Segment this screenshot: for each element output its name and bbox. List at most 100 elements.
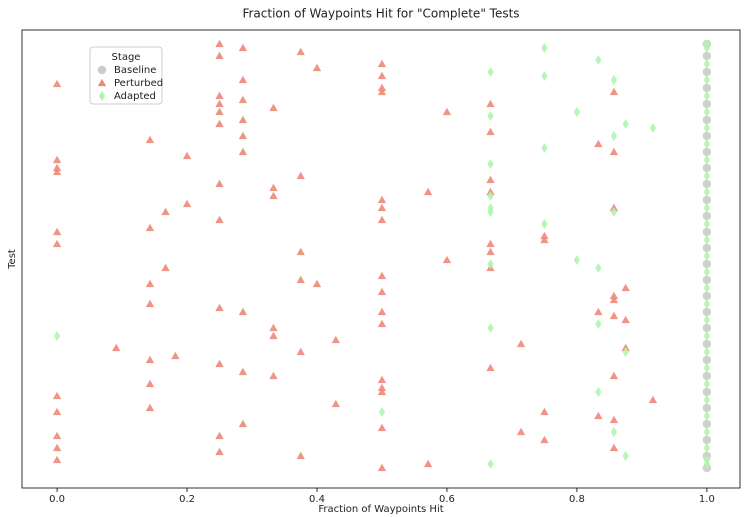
point (215, 303, 224, 312)
point (649, 122, 657, 134)
point (703, 106, 711, 118)
point (486, 99, 495, 108)
point (215, 119, 224, 128)
point (541, 142, 548, 154)
point (702, 323, 712, 333)
point (702, 371, 712, 381)
point (331, 335, 341, 344)
point (377, 83, 387, 92)
legend-box (89, 46, 163, 105)
point (622, 346, 629, 358)
point (145, 379, 155, 388)
point (215, 99, 224, 108)
point (377, 215, 387, 224)
point (702, 355, 712, 365)
point (609, 87, 619, 96)
point (702, 275, 712, 285)
point (145, 299, 155, 308)
point (609, 371, 619, 380)
point (312, 63, 322, 72)
point (703, 378, 711, 390)
point (702, 51, 712, 61)
point (377, 195, 387, 204)
point (703, 234, 711, 246)
point (423, 459, 433, 468)
point (540, 235, 549, 244)
point (238, 307, 248, 316)
point (540, 231, 549, 240)
point (486, 239, 495, 248)
point (423, 187, 433, 196)
point (269, 331, 278, 340)
point (377, 271, 387, 280)
point (377, 71, 387, 80)
point (703, 362, 711, 374)
point (702, 115, 712, 125)
point (377, 463, 387, 472)
point (52, 455, 62, 464)
point (703, 410, 711, 422)
point (296, 247, 305, 256)
point (703, 186, 711, 198)
point (594, 139, 603, 148)
point (215, 39, 224, 48)
point (621, 283, 630, 292)
point (52, 239, 62, 248)
point (145, 135, 155, 144)
point (238, 419, 248, 428)
point (703, 314, 711, 326)
point (703, 122, 711, 134)
point (377, 59, 387, 68)
point (703, 298, 711, 310)
point (215, 107, 224, 116)
point (52, 155, 62, 164)
point (540, 407, 549, 416)
point (703, 218, 711, 230)
point (377, 203, 387, 212)
point (703, 38, 711, 50)
point (215, 51, 224, 60)
point (377, 319, 387, 328)
point (145, 223, 155, 232)
point (171, 351, 180, 360)
point (516, 339, 526, 348)
point (541, 42, 548, 54)
point (487, 66, 494, 78)
point (595, 386, 602, 398)
point (610, 426, 618, 438)
point (112, 343, 121, 352)
legend-marker (97, 65, 107, 75)
point (595, 262, 602, 274)
series-1 (52, 39, 658, 472)
point (52, 443, 62, 452)
point (594, 411, 603, 420)
point (377, 423, 387, 432)
chart-title: Fraction of Waypoints Hit for "Complete"… (242, 7, 519, 21)
point (269, 103, 278, 112)
point (269, 191, 278, 200)
point (703, 170, 711, 182)
point (702, 131, 712, 141)
point (702, 387, 712, 397)
point (703, 58, 711, 70)
point (377, 375, 387, 384)
point (377, 387, 387, 396)
point (702, 67, 712, 77)
point (161, 207, 170, 216)
point (487, 158, 494, 170)
point (703, 250, 711, 262)
point (215, 215, 224, 224)
point (52, 163, 62, 172)
point (703, 202, 711, 214)
point (702, 291, 712, 301)
point (622, 450, 629, 462)
x-tick-label: 0.4 (309, 494, 325, 505)
point (52, 431, 62, 440)
x-tick-label: 0.6 (439, 494, 455, 505)
point (215, 431, 224, 440)
point (486, 247, 495, 256)
point (238, 131, 248, 140)
plot-frame (21, 29, 741, 489)
point (269, 183, 278, 192)
point (702, 419, 712, 429)
